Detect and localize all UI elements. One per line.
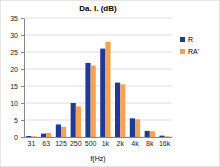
- y-tick: 35: [10, 15, 24, 22]
- y-tick-label: 5: [14, 117, 18, 124]
- bar: [56, 124, 61, 137]
- bar: [135, 119, 140, 137]
- bar: [46, 133, 51, 137]
- x-tick: 500: [85, 137, 97, 147]
- x-tick: 16k: [159, 137, 171, 147]
- bar: [105, 42, 110, 137]
- bar: [41, 134, 46, 137]
- y-tick-label: 15: [10, 83, 18, 90]
- bar: [76, 106, 81, 137]
- x-tick: 2k: [116, 137, 124, 147]
- grid-line: [24, 35, 172, 36]
- x-tick-label: 8k: [146, 140, 154, 147]
- bar: [165, 136, 170, 137]
- x-axis-title: f(Hz): [90, 155, 105, 163]
- legend: R RA': [180, 36, 199, 55]
- x-tick: 63: [42, 137, 50, 147]
- bar: [26, 136, 31, 137]
- bar: [91, 66, 96, 137]
- y-axis-line: [21, 19, 25, 138]
- bar: [145, 131, 150, 137]
- x-tick-label: 250: [70, 140, 82, 147]
- legend-swatch: [180, 37, 185, 42]
- bar: [100, 49, 105, 137]
- title: Da. I. (dB): [79, 4, 117, 13]
- y-tick-mark: [21, 137, 24, 138]
- bar: [85, 63, 90, 137]
- legend-label: RA': [188, 48, 199, 55]
- bar: [120, 84, 125, 137]
- y-tick: 15: [10, 83, 24, 90]
- x-tick-label: 500: [85, 140, 97, 147]
- y-tick: 5: [14, 117, 24, 124]
- plot: 0 5 10 15 20 25 30 35 31 63 125250500 1k 2k 4k 8k 16k: [10, 15, 172, 147]
- x-tick-label: 16k: [159, 140, 171, 147]
- x-tick-label: 1k: [102, 140, 110, 147]
- bar: [71, 103, 76, 137]
- legend-entry: R: [180, 36, 193, 43]
- legend-label: R: [188, 36, 193, 43]
- y-tick-label: 25: [10, 49, 18, 56]
- y-tick-mark: [21, 52, 24, 53]
- bar: [115, 83, 120, 137]
- chart: 0 5 10 15 20 25 30 35 31 63 125250500 1k 2k 4k 8k 16k Da…: [0, 0, 220, 167]
- x-axis: 31 63 125250500 1k 2k 4k 8k 16k: [25, 137, 173, 147]
- grid-line: [24, 120, 172, 121]
- y-tick-label: 20: [10, 66, 18, 73]
- bar: [159, 136, 164, 137]
- bars: [26, 42, 170, 137]
- bar: [31, 136, 36, 137]
- bar: [130, 118, 135, 137]
- y-tick-mark: [21, 18, 24, 19]
- y-tick: 10: [10, 100, 24, 107]
- x-axis-line: [25, 137, 173, 138]
- y-tick-label: 10: [10, 100, 18, 107]
- y-tick: 0: [14, 134, 24, 141]
- y-tick: 25: [10, 49, 24, 56]
- y-tick-mark: [21, 69, 24, 70]
- legend-swatch: [180, 49, 185, 54]
- x-tick: 4k: [131, 137, 139, 147]
- background: [0, 0, 220, 167]
- grid-line: [24, 103, 172, 104]
- x-tick: 250: [70, 137, 82, 147]
- x-tick-label: 2k: [116, 140, 124, 147]
- y-axis: 0 5 10 15 20 25 30 35: [10, 15, 24, 141]
- y-tick-label: 30: [10, 32, 18, 39]
- grid-line: [24, 69, 172, 70]
- x-tick: 1k: [102, 137, 110, 147]
- grid-line: [24, 52, 172, 53]
- y-tick-label: 35: [10, 15, 18, 22]
- x-tick-label: 63: [42, 140, 50, 147]
- y-tick-mark: [21, 86, 24, 87]
- y-tick-mark: [21, 103, 24, 104]
- x-tick: 125: [55, 137, 67, 147]
- grid-line: [24, 18, 172, 19]
- y-tick-mark: [21, 120, 24, 121]
- x-tick-label: 4k: [131, 140, 139, 147]
- y-tick: 30: [10, 32, 24, 39]
- legend-entry: RA': [180, 48, 199, 55]
- x-tick-label: 125: [55, 140, 67, 147]
- x-tick: 31: [28, 137, 36, 147]
- y-tick-label: 0: [14, 134, 18, 141]
- bar: [150, 131, 155, 137]
- y-tick-mark: [21, 35, 24, 36]
- grid-line: [24, 86, 172, 87]
- grid: [24, 18, 172, 137]
- bar: [61, 127, 66, 137]
- y-tick: 20: [10, 66, 24, 73]
- x-tick-label: 31: [28, 140, 36, 147]
- x-tick: 8k: [146, 137, 154, 147]
